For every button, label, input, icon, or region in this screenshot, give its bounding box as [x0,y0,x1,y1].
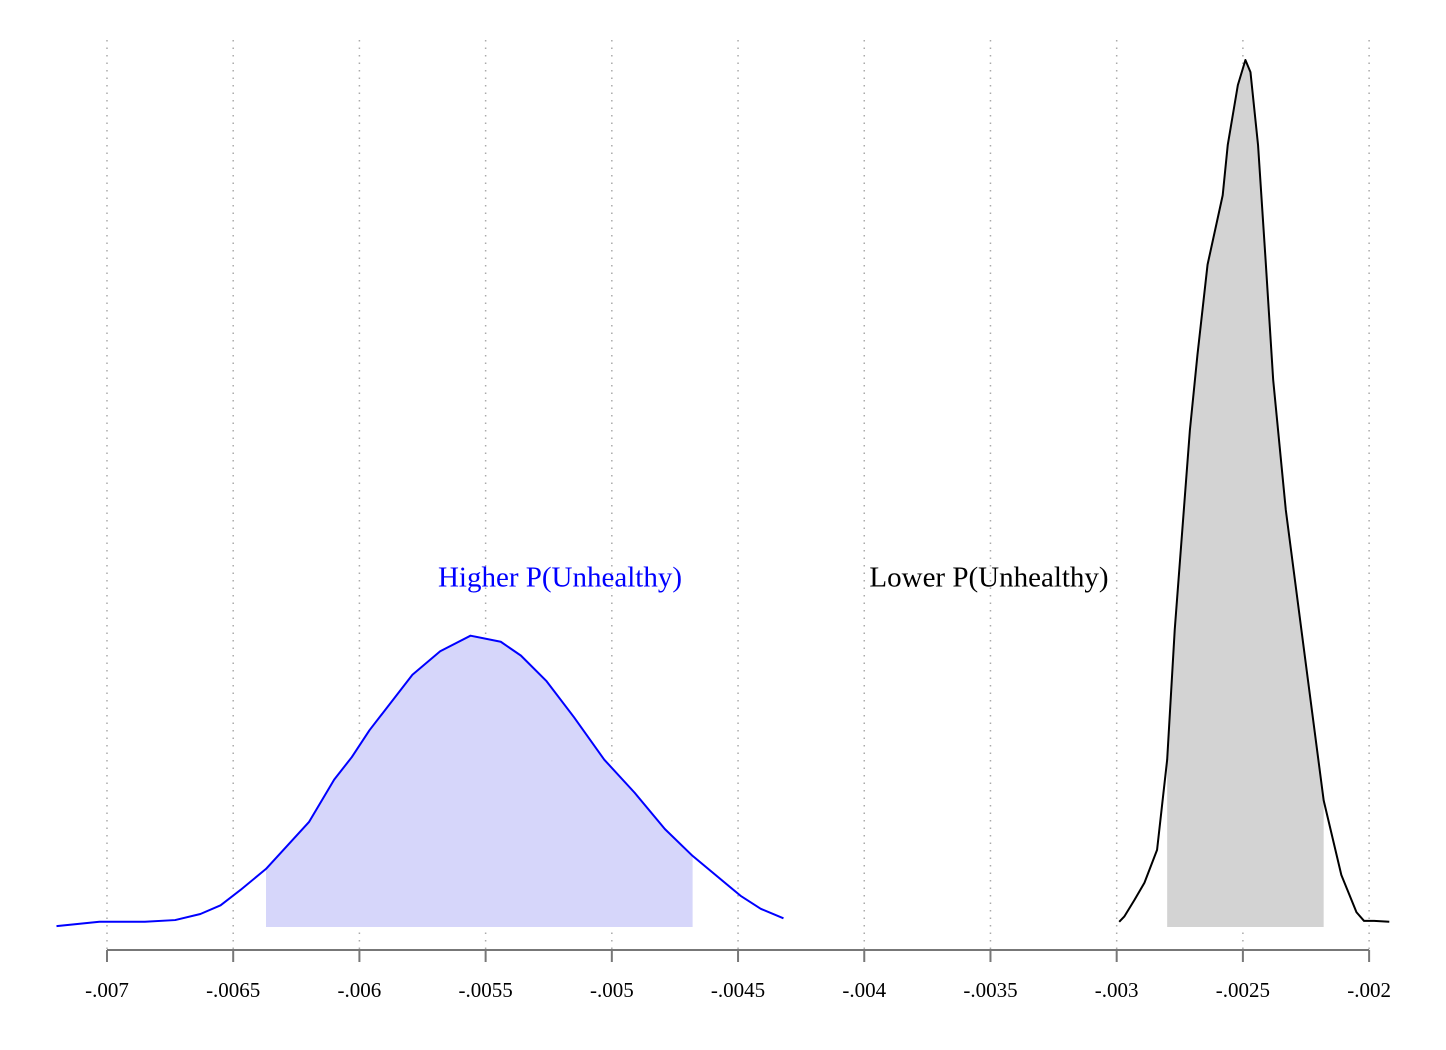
density-line [56,634,784,928]
x-tick-label: -.0035 [963,978,1017,1002]
x-tick-label: -.0065 [206,978,260,1002]
x-tick-label: -.0025 [1216,978,1270,1002]
interval-area [1167,60,1324,927]
x-tick-label: -.005 [590,978,634,1002]
x-tick-label: -.0045 [711,978,765,1002]
series-label: Lower P(Unhealthy) [869,562,1108,594]
x-tick-label: -.006 [338,978,382,1002]
interval-area [266,635,693,927]
series-label: Higher P(Unhealthy) [438,562,682,594]
x-tick-label: -.0055 [458,978,512,1002]
x-tick-label: -.004 [842,978,886,1002]
x-tick-label: -.002 [1347,978,1391,1002]
density-line [1118,59,1390,923]
x-tick-label: -.007 [85,978,129,1002]
x-tick-label: -.003 [1095,978,1139,1002]
